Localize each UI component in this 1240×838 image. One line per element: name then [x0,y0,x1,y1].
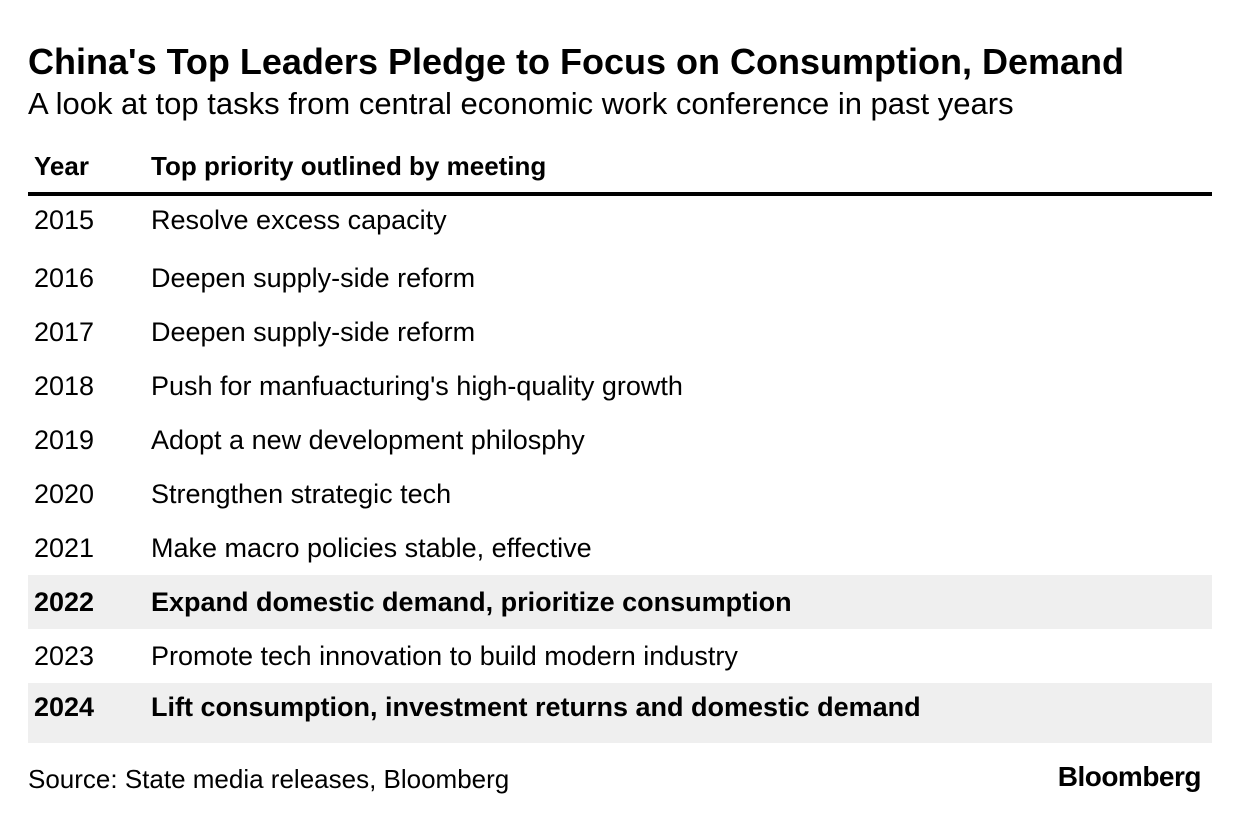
chart-subtitle: A look at top tasks from central economi… [28,86,1014,121]
bloomberg-logo: Bloomberg [1057,761,1202,792]
priority-cell: Make macro policies stable, effective [151,533,592,563]
table-row: 2017 Deepen supply-side reform [28,305,1212,359]
priority-cell: Resolve excess capacity [151,205,447,235]
priority-cell: Deepen supply-side reform [151,317,476,347]
priority-cell: Adopt a new development philosphy [151,425,585,455]
priority-cell: Deepen supply-side reform [151,263,476,293]
table-header: Year Top priority outlined by meeting [28,140,1212,196]
table-row: 2019 Adopt a new development philosphy [28,413,1212,467]
table-row: 2023 Promote tech innovation to build mo… [28,629,1212,683]
column-header-priority: Top priority outlined by meeting [151,151,547,181]
year-cell: 2018 [34,371,95,401]
priority-cell: Expand domestic demand, prioritize consu… [151,587,792,617]
year-cell: 2019 [34,425,95,455]
priority-cell: Strengthen strategic tech [151,479,452,509]
priority-cell: Push for manfuacturing's high-quality gr… [151,371,683,401]
year-cell: 2021 [34,533,95,563]
table-row: 2021 Make macro policies stable, effecti… [28,521,1212,575]
table-row-highlighted: 2022 Expand domestic demand, prioritize … [28,575,1212,629]
table-row: 2016 Deepen supply-side reform [28,251,1212,305]
priority-cell: Promote tech innovation to build modern … [151,641,738,671]
year-cell: 2017 [34,317,95,347]
year-cell: 2015 [34,205,95,235]
year-cell: 2016 [34,263,95,293]
chart-title: China's Top Leaders Pledge to Focus on C… [28,41,1124,82]
source-note: Source: State media releases, Bloomberg [28,764,510,794]
table-row: 2020 Strengthen strategic tech [28,467,1212,521]
table-row: 2015 Resolve excess capacity [28,196,1212,251]
year-cell: 2023 [34,641,95,671]
table-row-highlighted: 2024 Lift consumption, investment return… [28,683,1212,743]
priorities-table: Year Top priority outlined by meeting 20… [28,140,1212,743]
priority-cell: Lift consumption, investment returns and… [151,692,921,722]
year-cell: 2022 [34,587,95,617]
column-header-year: Year [34,151,89,181]
table-row: 2018 Push for manfuacturing's high-quali… [28,359,1212,413]
year-cell: 2020 [34,479,95,509]
year-cell: 2024 [34,692,95,722]
